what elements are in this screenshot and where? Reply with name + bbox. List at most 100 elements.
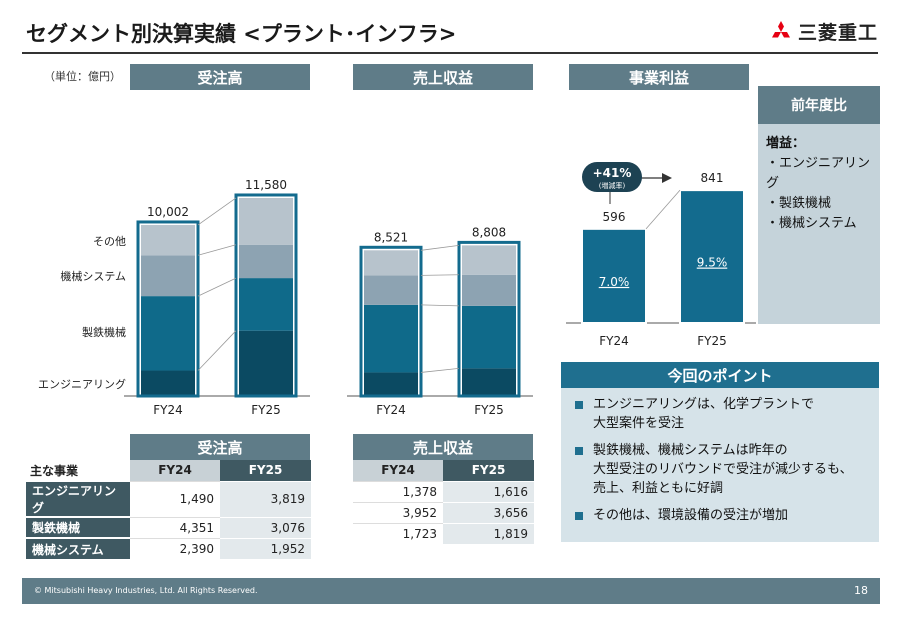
- revenue-connector: [420, 367, 460, 373]
- orders-tick-label: FY25: [251, 403, 281, 417]
- revenue-tick-label: FY24: [376, 403, 406, 417]
- orders-seg-3-FY24: [141, 224, 195, 256]
- cell: 1,616: [443, 480, 534, 502]
- profit-value-label: 841: [701, 171, 724, 185]
- orders-bar-FY24: [136, 220, 200, 398]
- bullet-icon: [575, 512, 583, 520]
- company-logo: 三菱重工: [770, 18, 878, 45]
- revenue-bar-FY24: [359, 245, 423, 398]
- cell: 1,952: [220, 537, 311, 559]
- yoy-item: ・エンジニアリング: [766, 156, 871, 191]
- revenue-panel-header: 売上収益: [353, 64, 533, 90]
- revenue-seg-2-FY24: [364, 275, 418, 305]
- profit-margin-label: 9.5%: [697, 256, 728, 270]
- yoy-item: ・機械システム: [766, 216, 857, 231]
- cell: 1,490: [130, 480, 220, 517]
- revenue-connector: [420, 274, 460, 276]
- col-fy24: FY24: [353, 460, 443, 481]
- revenue-total-label: 8,521: [374, 230, 408, 244]
- profit-bar-FY25: [679, 189, 745, 324]
- title-divider: [22, 52, 878, 54]
- growth-sub: (増減率): [599, 181, 626, 190]
- legend-label-engineering: エンジニアリング: [38, 377, 126, 391]
- page-title: セグメント別決算実績 <プラント･インフラ>: [26, 22, 457, 46]
- revenue-total-label: 8,808: [472, 225, 506, 239]
- unit-label: （単位：億円）: [44, 70, 121, 83]
- profit-margin-label: 7.0%: [599, 275, 630, 289]
- col-fy25: FY25: [443, 460, 534, 481]
- legend-label-others: その他: [93, 235, 126, 248]
- revenue-connector: [420, 244, 460, 251]
- profit-tick-label: FY24: [599, 334, 629, 348]
- row-label: 製鉄機械: [26, 516, 130, 538]
- cell: 4,351: [130, 516, 220, 538]
- table-row: 1,723 1,819: [353, 522, 534, 544]
- table-row: エンジニアリング 1,490 3,819: [26, 480, 311, 517]
- orders-seg-1-FY25: [239, 278, 293, 331]
- cell: 3,819: [220, 480, 311, 517]
- orders-panel-header: 受注高: [130, 64, 310, 90]
- growth-value: +41%: [593, 166, 632, 180]
- cell: 1,723: [353, 522, 443, 544]
- orders-total-label: 11,580: [245, 178, 287, 192]
- revenue-seg-3-FY25: [462, 245, 516, 275]
- col-fy25: FY25: [220, 460, 311, 481]
- revenue-table-header: 売上収益: [353, 434, 533, 460]
- yoy-panel: 前年度比 増益： ・エンジニアリング ・製鉄機械 ・機械システム: [758, 86, 880, 324]
- orders-bar-FY25: [234, 193, 298, 398]
- table-row: 機械システム 2,390 1,952: [26, 537, 311, 559]
- orders-seg-0-FY24: [141, 370, 195, 396]
- revenue-bar-FY25: [457, 240, 521, 398]
- orders-seg-1-FY24: [141, 296, 195, 371]
- orders-seg-0-FY25: [239, 330, 293, 396]
- profit-connector: [645, 189, 681, 230]
- row-label: エンジニアリング: [26, 480, 130, 517]
- bullet-icon: [575, 447, 583, 455]
- revenue-tick-label: FY25: [474, 403, 504, 417]
- orders-connector: [197, 277, 237, 297]
- cell: 3,656: [443, 501, 534, 523]
- orders-table-header: 受注高: [130, 434, 310, 460]
- key-point: その他は、環境設備の受注が増加: [575, 506, 788, 525]
- revenue-seg-3-FY24: [364, 250, 418, 276]
- orders-tick-label: FY24: [153, 403, 183, 417]
- table-row: 3,952 3,656: [353, 501, 534, 523]
- cell: 3,952: [353, 501, 443, 523]
- profit-tick-label: FY25: [697, 334, 727, 348]
- orders-seg-2-FY24: [141, 255, 195, 297]
- cell: 1,378: [353, 480, 443, 502]
- orders-connector: [197, 330, 237, 371]
- cell: 2,390: [130, 537, 220, 559]
- orders-seg-3-FY25: [239, 197, 293, 245]
- bullet-icon: [575, 401, 583, 409]
- footer-bar: © Mitsubishi Heavy Industries, Ltd. All …: [22, 578, 880, 604]
- orders-connector: [197, 197, 237, 226]
- revenue-connector: [420, 304, 460, 307]
- revenue-seg-2-FY25: [462, 274, 516, 306]
- yoy-item: ・製鉄機械: [766, 196, 832, 211]
- key-point: エンジニアリングは、化学プラントで 大型案件を受注: [575, 395, 814, 433]
- cell: 1,819: [443, 522, 534, 544]
- main-business-label: 主な事業: [30, 464, 79, 478]
- revenue-seg-1-FY25: [462, 305, 516, 369]
- cell: 3,076: [220, 516, 311, 538]
- legend-label-steel: 製鉄機械: [82, 325, 126, 339]
- table-row: 1,378 1,616: [353, 480, 534, 502]
- increase-label: 増益：: [766, 136, 806, 151]
- row-label: 機械システム: [26, 537, 130, 559]
- profit-panel-header: 事業利益: [569, 64, 749, 90]
- orders-table: FY24 FY25 エンジニアリング 1,490 3,819 製鉄機械 4,35…: [26, 460, 311, 559]
- yoy-header: 前年度比: [758, 86, 880, 124]
- table-row: 製鉄機械 4,351 3,076: [26, 516, 311, 538]
- three-diamonds-icon: [772, 20, 790, 37]
- key-point: 製鉄機械、機械システムは昨年の 大型受注のリバウンドで受注が減少するも、 売上、…: [575, 441, 853, 498]
- logo-text: 三菱重工: [798, 22, 879, 44]
- orders-seg-2-FY25: [239, 244, 293, 279]
- revenue-seg-0-FY25: [462, 368, 516, 396]
- orders-connector: [197, 244, 237, 256]
- revenue-table: FY24 FY25 1,378 1,616 3,952 3,656 1,723 …: [353, 460, 534, 544]
- orders-total-label: 10,002: [147, 205, 189, 219]
- charts-canvas: その他 機械システム 製鉄機械 エンジニアリング 10,002 FY24 11,58…: [38, 162, 756, 417]
- key-points-header: 今回のポイント: [561, 362, 879, 388]
- page-number: 18: [854, 584, 868, 597]
